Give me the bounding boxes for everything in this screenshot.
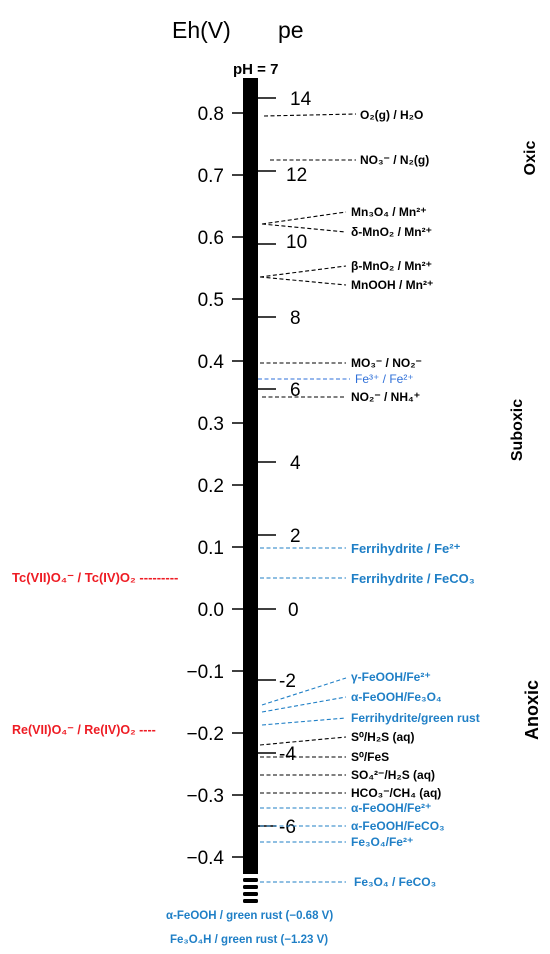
eh-tick-label: 0.1 [198, 538, 224, 559]
pe-tick-label: 0 [288, 600, 299, 621]
pe-tick-label: 2 [290, 526, 301, 547]
eh-tick-label: 0.5 [198, 290, 224, 311]
eh-tick-label: 0.3 [198, 414, 224, 435]
eh-tick-label: −0.1 [186, 662, 224, 683]
couple-lines [258, 113, 357, 883]
ph-label: pH = 7 [233, 61, 278, 78]
eh-tick-label: −0.4 [186, 848, 224, 869]
couple-label: Fe₃O₄/Fe²⁺ [351, 835, 413, 849]
eh-tick-label: 0.2 [198, 476, 224, 497]
pe-axis: 14 12 10 8 6 4 2 0 -2 -4 -6 [258, 89, 312, 838]
couple-label: NO₂⁻ / NH₄⁺ [351, 390, 420, 404]
eh-tick-label: −0.2 [186, 724, 224, 745]
eh-tick-label: 0.4 [198, 352, 225, 373]
zone-label-oxic: Oxic [522, 141, 539, 176]
couple-label: Fe³⁺ / Fe²⁺ [355, 372, 414, 386]
eh-axis: 0.8 0.7 0.6 0.5 0.4 0.3 0.2 0.1 0.0 −0.1… [186, 104, 243, 869]
couple-label: HCO₃⁻/CH₄ (aq) [351, 786, 441, 800]
pe-tick-label: 4 [290, 453, 301, 474]
pe-tick-label: -2 [279, 671, 296, 692]
pe-tick-label: 10 [286, 232, 307, 253]
couple-label: Mn₃O₄ / Mn²⁺ [351, 205, 427, 219]
couple-label: MnOOH / Mn²⁺ [351, 278, 433, 292]
couple-label: NO₃⁻ / N₂(g) [360, 153, 429, 167]
bar-continuation-marks [243, 878, 258, 903]
couple-label: MO₃⁻ / NO₂⁻ [351, 356, 422, 370]
couple-label: S⁰/FeS [351, 750, 389, 764]
footnote-alpha-feooh: α-FeOOH / green rust (−0.68 V) [166, 910, 333, 922]
couple-label: γ-FeOOH/Fe²⁺ [351, 670, 431, 684]
pe-tick-label: -4 [279, 744, 296, 765]
tc-couple-label: Tc(VII)O₄⁻ / Tc(IV)O₂ --------- [12, 570, 178, 585]
couple-label: O₂(g) / H₂O [360, 108, 423, 122]
pe-axis-title: pe [278, 17, 304, 43]
zone-label-anoxic: Anoxic [522, 680, 542, 740]
couple-label: β-MnO₂ / Mn²⁺ [351, 259, 432, 273]
couple-label: Ferrihydrite/green rust [351, 711, 480, 725]
couple-label: SO₄²⁻/H₂S (aq) [351, 768, 435, 782]
pe-tick-label: -6 [279, 817, 296, 838]
eh-tick-label: −0.3 [186, 786, 224, 807]
eh-tick-label: 0.8 [198, 104, 224, 125]
pe-tick-label: 8 [290, 308, 301, 329]
eh-tick-label: 0.0 [198, 600, 224, 621]
redox-bar [243, 78, 258, 874]
footnote-fe3o4h: Fe₃O₄H / green rust (−1.23 V) [170, 934, 328, 946]
pe-tick-label: 6 [290, 380, 301, 401]
couple-label: α-FeOOH/FeCO₃ [351, 819, 445, 833]
re-couple-label: Re(VII)O₄⁻ / Re(IV)O₂ ---- [12, 723, 156, 737]
pe-tick-label: 14 [290, 89, 312, 110]
couple-label: α-FeOOH/Fe²⁺ [351, 801, 431, 815]
couple-label: S⁰/H₂S (aq) [351, 730, 414, 744]
pe-tick-label: 12 [286, 165, 307, 186]
couple-label: δ-MnO₂ / Mn²⁺ [351, 225, 432, 239]
couple-label: α-FeOOH/Fe₃O₄ [351, 690, 442, 704]
zone-label-suboxic: Suboxic [509, 399, 526, 461]
couple-label: Ferrihydrite / FeCO₃ [351, 571, 475, 586]
couple-labels: O₂(g) / H₂O NO₃⁻ / N₂(g) Mn₃O₄ / Mn²⁺ δ-… [351, 108, 480, 889]
eh-tick-label: 0.6 [198, 228, 224, 249]
eh-axis-title: Eh(V) [172, 17, 231, 43]
couple-label: Fe₃O₄ / FeCO₃ [354, 875, 436, 889]
eh-tick-label: 0.7 [198, 166, 224, 187]
couple-label: Ferrihydrite / Fe²⁺ [351, 541, 461, 556]
